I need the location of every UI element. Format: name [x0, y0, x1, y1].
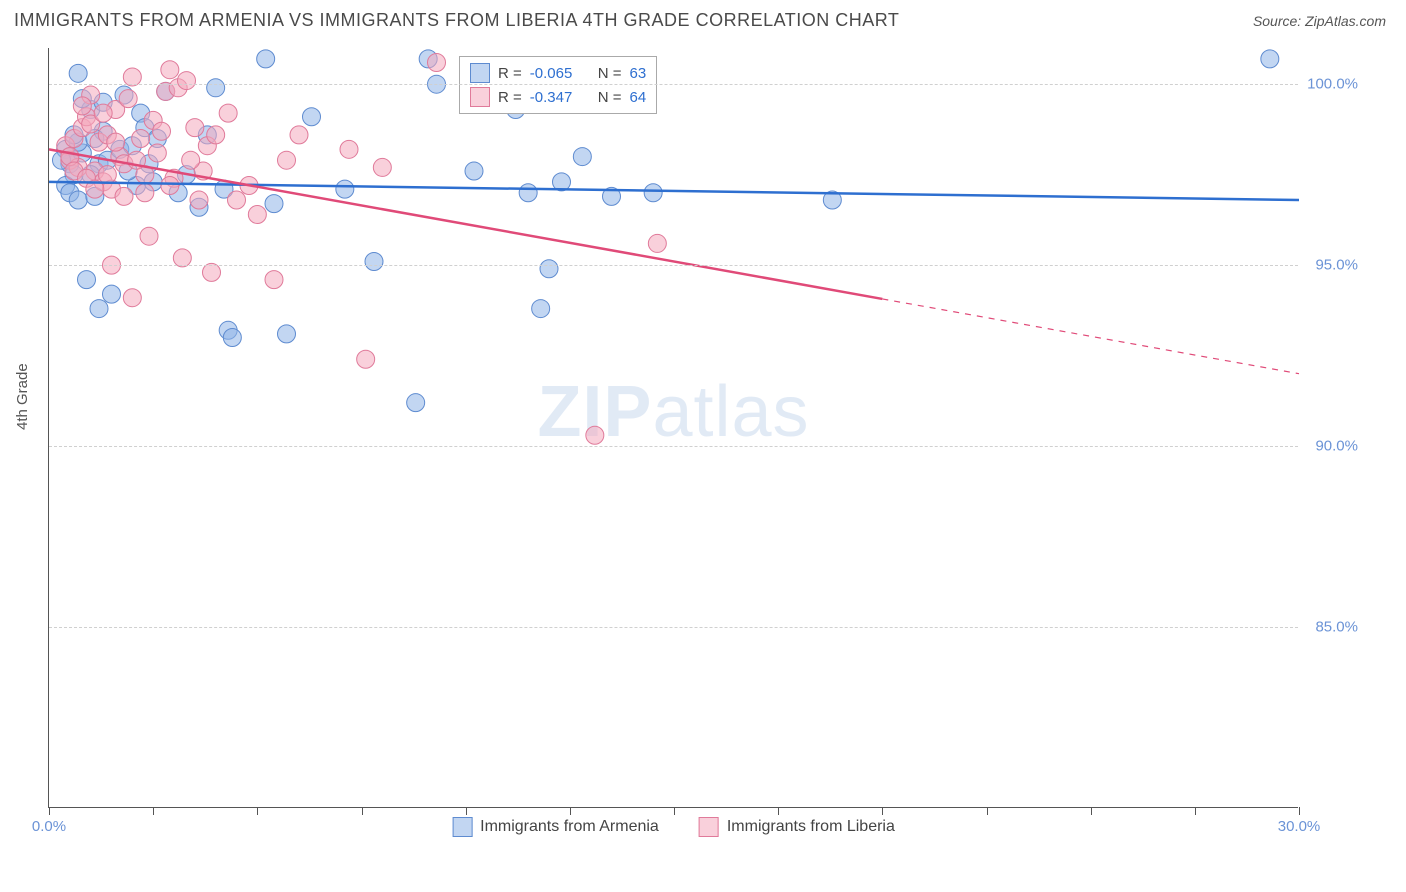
- x-tick: [257, 807, 258, 815]
- data-point-liberia: [373, 158, 391, 176]
- data-point-liberia: [148, 144, 166, 162]
- data-point-liberia: [290, 126, 308, 144]
- x-tick: [1195, 807, 1196, 815]
- gridline: [49, 627, 1298, 628]
- data-point-armenia: [540, 260, 558, 278]
- data-point-armenia: [336, 180, 354, 198]
- data-point-liberia: [357, 350, 375, 368]
- x-tick: [362, 807, 363, 815]
- data-point-liberia: [136, 184, 154, 202]
- x-tick: [466, 807, 467, 815]
- stats-row-armenia: R = -0.065 N = 63: [470, 61, 646, 85]
- data-point-armenia: [78, 271, 96, 289]
- data-point-armenia: [278, 325, 296, 343]
- data-point-armenia: [1261, 50, 1279, 68]
- x-tick: [1091, 807, 1092, 815]
- swatch-liberia: [470, 87, 490, 107]
- data-point-armenia: [207, 79, 225, 97]
- data-point-armenia: [532, 300, 550, 318]
- data-point-liberia: [161, 61, 179, 79]
- stats-row-liberia: R = -0.347 N = 64: [470, 85, 646, 109]
- legend-item-liberia: Immigrants from Liberia: [699, 817, 895, 837]
- x-tick-label: 0.0%: [32, 818, 66, 835]
- data-point-armenia: [69, 64, 87, 82]
- swatch-liberia-icon: [699, 817, 719, 837]
- data-point-liberia: [161, 177, 179, 195]
- data-point-liberia: [140, 227, 158, 245]
- data-point-liberia: [265, 271, 283, 289]
- x-tick: [778, 807, 779, 815]
- legend-item-armenia: Immigrants from Armenia: [452, 817, 659, 837]
- data-point-liberia: [648, 234, 666, 252]
- source-label: Source: ZipAtlas.com: [1253, 13, 1386, 29]
- x-tick: [570, 807, 571, 815]
- data-point-liberia: [94, 104, 112, 122]
- data-point-liberia: [428, 53, 446, 71]
- data-point-liberia: [182, 151, 200, 169]
- data-point-armenia: [103, 285, 121, 303]
- data-point-armenia: [573, 148, 591, 166]
- y-axis-label: 4th Grade: [14, 363, 31, 430]
- swatch-armenia: [470, 63, 490, 83]
- y-tick-label: 85.0%: [1315, 619, 1358, 636]
- data-point-armenia: [365, 253, 383, 271]
- data-point-liberia: [340, 140, 358, 158]
- data-point-liberia: [586, 426, 604, 444]
- data-point-liberia: [73, 97, 91, 115]
- data-point-liberia: [115, 187, 133, 205]
- data-point-armenia: [519, 184, 537, 202]
- data-point-armenia: [644, 184, 662, 202]
- plot-area: ZIPatlas R = -0.065 N = 63 R = -0.347 N …: [48, 48, 1298, 808]
- x-tick: [153, 807, 154, 815]
- x-tick: [1299, 807, 1300, 815]
- series-legend: Immigrants from Armenia Immigrants from …: [452, 817, 895, 837]
- x-tick: [674, 807, 675, 815]
- data-point-liberia: [98, 166, 116, 184]
- data-point-liberia: [119, 90, 137, 108]
- data-point-armenia: [465, 162, 483, 180]
- chart-svg: [49, 48, 1298, 807]
- data-point-armenia: [90, 300, 108, 318]
- data-point-armenia: [303, 108, 321, 126]
- gridline: [49, 446, 1298, 447]
- x-tick-label: 30.0%: [1278, 818, 1321, 835]
- data-point-armenia: [407, 394, 425, 412]
- y-tick-label: 100.0%: [1307, 76, 1358, 93]
- regression-line-dashed-liberia: [882, 299, 1299, 374]
- data-point-armenia: [223, 329, 241, 347]
- data-point-liberia: [153, 122, 171, 140]
- data-point-liberia: [186, 119, 204, 137]
- gridline: [49, 265, 1298, 266]
- data-point-liberia: [178, 72, 196, 90]
- data-point-liberia: [132, 129, 150, 147]
- data-point-liberia: [219, 104, 237, 122]
- data-point-liberia: [123, 289, 141, 307]
- x-tick: [882, 807, 883, 815]
- swatch-armenia-icon: [452, 817, 472, 837]
- data-point-liberia: [278, 151, 296, 169]
- chart-title: IMMIGRANTS FROM ARMENIA VS IMMIGRANTS FR…: [14, 10, 899, 31]
- data-point-armenia: [69, 191, 87, 209]
- data-point-liberia: [190, 191, 208, 209]
- data-point-armenia: [265, 195, 283, 213]
- data-point-armenia: [257, 50, 275, 68]
- x-tick: [49, 807, 50, 815]
- gridline: [49, 84, 1298, 85]
- y-tick-label: 90.0%: [1315, 438, 1358, 455]
- data-point-liberia: [107, 133, 125, 151]
- data-point-liberia: [228, 191, 246, 209]
- data-point-liberia: [207, 126, 225, 144]
- y-tick-label: 95.0%: [1315, 257, 1358, 274]
- data-point-liberia: [248, 205, 266, 223]
- x-tick: [987, 807, 988, 815]
